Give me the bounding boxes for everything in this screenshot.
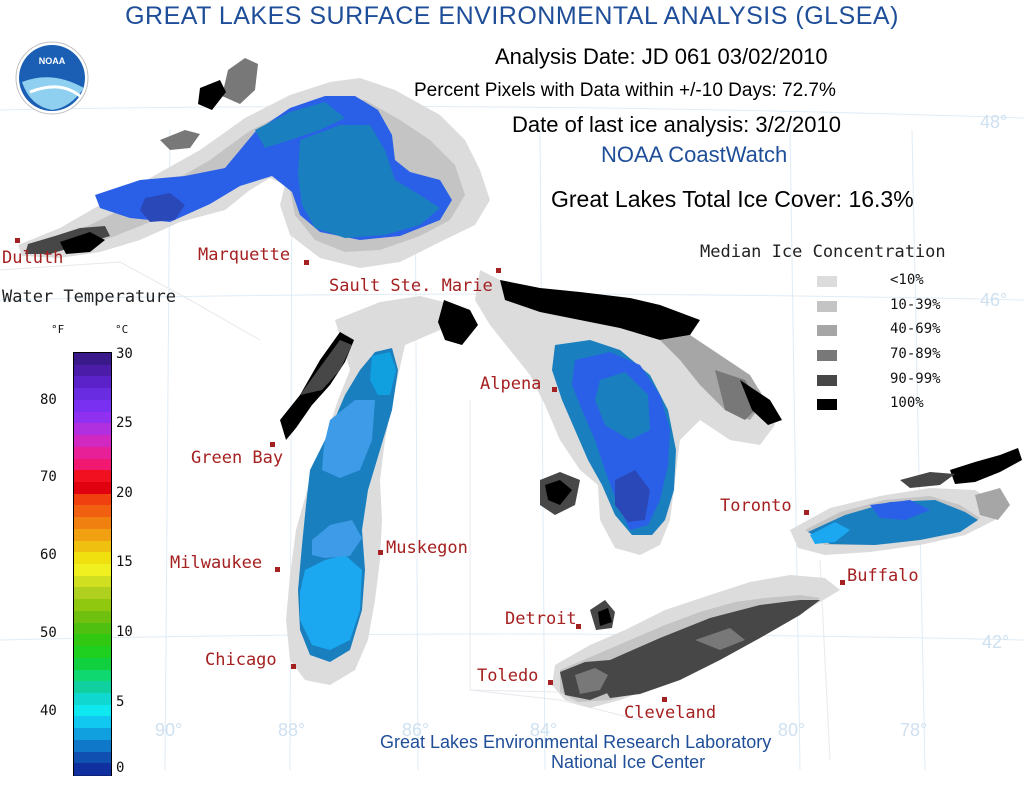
lon-label-84: 84° bbox=[530, 720, 558, 740]
city-marker-toledo bbox=[548, 680, 553, 685]
f-tick-50: 50 bbox=[40, 625, 57, 641]
ice-swatch-40-69 bbox=[817, 325, 837, 336]
city-marker-duluth bbox=[15, 238, 20, 243]
lat-label-48: 48° bbox=[980, 112, 1008, 132]
lon-label-90: 90° bbox=[155, 720, 183, 740]
city-label-marquette: Marquette bbox=[198, 245, 291, 265]
ice-label-100: 100% bbox=[890, 395, 924, 411]
ice-cover-total: Great Lakes Total Ice Cover: 16.3% bbox=[551, 186, 914, 212]
ice-legend-title: Median Ice Concentration bbox=[700, 242, 946, 262]
c-tick-25: 25 bbox=[116, 415, 133, 431]
lake-erie bbox=[552, 575, 840, 708]
lake-superior bbox=[18, 58, 490, 268]
temperature-legend-title: Water Temperature bbox=[2, 287, 176, 307]
f-tick-60: 60 bbox=[40, 547, 57, 563]
noaa-logo: NOAA bbox=[38, 56, 66, 66]
ice-label-90-99: 90-99% bbox=[890, 371, 941, 387]
analysis-date: Analysis Date: JD 061 03/02/2010 bbox=[495, 44, 828, 69]
city-label-chicago: Chicago bbox=[205, 650, 277, 670]
city-marker-alpena bbox=[552, 387, 557, 392]
city-marker-buffalo bbox=[840, 580, 845, 585]
c-tick-5: 5 bbox=[116, 694, 125, 710]
noaa-logo-mark bbox=[15, 41, 89, 115]
city-marker-green-bay bbox=[270, 442, 275, 447]
ice-label-40-69: 40-69% bbox=[890, 321, 941, 337]
ice-swatch-70-89 bbox=[817, 350, 837, 361]
c-tick-0: 0 bbox=[116, 760, 125, 776]
ice-label-70-89: 70-89% bbox=[890, 346, 941, 362]
city-label-muskegon: Muskegon bbox=[386, 538, 468, 558]
city-label-buffalo: Buffalo bbox=[847, 566, 919, 586]
lon-label-80: 80° bbox=[778, 720, 806, 740]
lake-ontario bbox=[790, 488, 1010, 555]
unit-celsius: °C bbox=[115, 323, 129, 336]
city-label-milwaukee: Milwaukee bbox=[170, 553, 263, 573]
city-label-toledo: Toledo bbox=[477, 666, 539, 686]
city-label-alpena: Alpena bbox=[480, 374, 542, 394]
c-tick-10: 10 bbox=[116, 624, 133, 640]
city-label-toronto: Toronto bbox=[720, 496, 792, 516]
lon-label-78: 78° bbox=[900, 720, 928, 740]
lon-label-86: 86° bbox=[402, 720, 430, 740]
c-tick-15: 15 bbox=[116, 554, 133, 570]
city-label-green-bay: Green Bay bbox=[191, 448, 284, 468]
ice-swatch-lt10 bbox=[817, 276, 837, 287]
ice-label-10-39: 10-39% bbox=[890, 297, 941, 313]
f-tick-40: 40 bbox=[40, 703, 57, 719]
lat-label-42: 42° bbox=[982, 632, 1010, 652]
credit-nic: National Ice Center bbox=[551, 752, 706, 772]
coastwatch-label: NOAA CoastWatch bbox=[601, 142, 788, 167]
ice-swatch-100 bbox=[817, 399, 837, 410]
city-marker-cleveland bbox=[662, 697, 667, 702]
city-label-cleveland: Cleveland bbox=[624, 703, 717, 723]
percent-pixels: Percent Pixels with Data within +/-10 Da… bbox=[414, 80, 836, 101]
credit-glerl: Great Lakes Environmental Research Labor… bbox=[380, 732, 772, 752]
city-label-sault-ste-marie: Sault Ste. Marie bbox=[329, 276, 493, 296]
city-marker-chicago bbox=[291, 664, 296, 669]
ice-label-lt10: <10% bbox=[890, 272, 924, 288]
c-tick-20: 20 bbox=[116, 485, 133, 501]
colorbar-segment bbox=[74, 763, 111, 777]
unit-fahrenheit: °F bbox=[51, 323, 65, 336]
city-marker-sault-ste-marie bbox=[496, 268, 501, 273]
last-ice-date: Date of last ice analysis: 3/2/2010 bbox=[512, 112, 841, 137]
c-tick-30: 30 bbox=[116, 346, 133, 362]
city-marker-muskegon bbox=[378, 550, 383, 555]
city-marker-marquette bbox=[304, 260, 309, 265]
city-marker-detroit bbox=[576, 624, 581, 629]
page-title: GREAT LAKES SURFACE ENVIRONMENTAL ANALYS… bbox=[125, 2, 899, 30]
lat-label-46: 46° bbox=[980, 290, 1008, 310]
ice-swatch-10-39 bbox=[817, 301, 837, 312]
city-marker-toronto bbox=[804, 510, 809, 515]
f-tick-80: 80 bbox=[40, 392, 57, 408]
f-tick-70: 70 bbox=[40, 469, 57, 485]
lake-michigan bbox=[280, 296, 478, 685]
ice-swatch-90-99 bbox=[817, 375, 837, 386]
city-label-duluth: Duluth bbox=[2, 248, 64, 268]
lake-st-clair bbox=[590, 600, 615, 630]
city-label-detroit: Detroit bbox=[505, 609, 577, 629]
city-marker-milwaukee bbox=[275, 567, 280, 572]
eastern-ice bbox=[900, 448, 1022, 488]
temperature-colorbar bbox=[73, 352, 112, 777]
lon-label-88: 88° bbox=[278, 720, 306, 740]
lake-huron bbox=[475, 270, 782, 555]
